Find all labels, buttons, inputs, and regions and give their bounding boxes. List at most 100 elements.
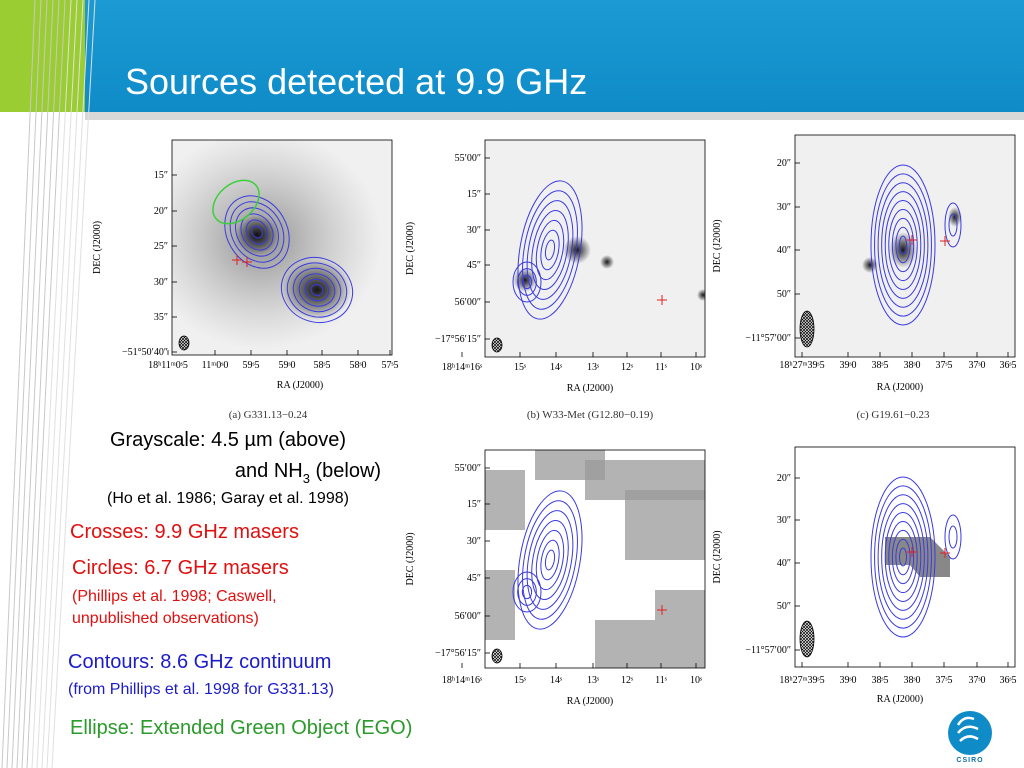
x-tick-label: 38ˢ0 [903, 360, 920, 371]
contour [540, 229, 560, 271]
contour [286, 262, 348, 318]
y-tick-label: 25″ [154, 241, 168, 252]
decor-line [26, 0, 66, 768]
note-circles: Circles: 6.7 GHz masers [72, 557, 289, 579]
beam [491, 337, 503, 353]
y-tick-label: 30″ [777, 515, 791, 526]
x-tick-label: 36ˢ5 [999, 360, 1016, 371]
contour [884, 200, 922, 290]
contour [512, 571, 542, 613]
logo-text: CSIRO [956, 757, 983, 764]
x-tick-label: 37ˢ5 [935, 360, 952, 371]
contour [948, 525, 958, 549]
x-tick-label: 14ˢ [550, 362, 562, 373]
contour [888, 208, 918, 282]
contour [526, 200, 574, 300]
contour [535, 529, 565, 591]
contour [898, 235, 908, 255]
x-tick-label: 58ˢ0 [349, 360, 366, 371]
source [282, 260, 352, 320]
x-tick-label: 38ˢ0 [903, 675, 920, 686]
frame [794, 134, 1016, 358]
maser-cross [940, 236, 950, 246]
panel-image [172, 140, 392, 355]
source [697, 289, 705, 301]
contour [870, 476, 936, 638]
contour [874, 485, 932, 629]
x-axis-label: RA (J2000) [277, 380, 323, 391]
x-tick-label: 11ᵐ0ˢ0 [202, 360, 229, 371]
x-tick-label: 18ʰ14ᵐ16ˢ [442, 675, 482, 686]
y-tick-label: 55′00″ [455, 153, 481, 164]
x-tick-label: 38ˢ5 [871, 675, 888, 686]
logo-mark [956, 716, 979, 742]
contour [251, 225, 263, 239]
y-tick-label: 30″ [777, 202, 791, 213]
x-tick-label: 18ʰ14ᵐ16ˢ [442, 362, 482, 373]
frame [484, 449, 706, 669]
contour [884, 512, 922, 602]
x-tick-label: 10ˢ [690, 675, 702, 686]
contour [944, 514, 962, 560]
contour [517, 268, 537, 296]
y-tick-label: 45″ [467, 573, 481, 584]
y-tick-label: 20″ [154, 206, 168, 217]
panel: 20″ 30″ 40″ 50″ −11°57′00″ 18ʰ27ᵐ39ˢ5 39ˢ0 38ˢ5… [712, 134, 1017, 421]
panel-image [485, 450, 705, 668]
decor-line [51, 0, 96, 768]
contour [944, 202, 962, 248]
panel-image [795, 135, 1015, 357]
contour [245, 219, 269, 245]
beam [799, 310, 815, 348]
contour [235, 207, 279, 257]
notes: Grayscale: 4.5 µm (above) and NH3 (below… [68, 429, 412, 739]
contour [304, 278, 330, 302]
x-tick-label: 58ˢ5 [313, 360, 330, 371]
contour [895, 538, 911, 576]
contour [535, 219, 565, 281]
contour [526, 510, 574, 610]
maser-cross [907, 235, 917, 245]
contour [531, 209, 569, 291]
contour [521, 274, 533, 290]
panel-image [795, 447, 1015, 667]
x-tick-label: 14ˢ [550, 675, 562, 686]
beam [799, 620, 815, 658]
x-tick-label: 10ˢ [690, 362, 702, 373]
y-tick-label: 20″ [777, 158, 791, 169]
contour [229, 201, 285, 263]
y-tick-label: 15″ [154, 170, 168, 181]
note-circles-ref: (Phillips et al. 1998; Caswell, [72, 588, 277, 605]
contour [531, 519, 569, 601]
frame [171, 139, 393, 356]
x-tick-label: 13ˢ [587, 362, 599, 373]
slide-title: Sources detected at 9.9 GHz [125, 61, 587, 102]
x-tick-label: 12ˢ [621, 675, 633, 686]
nh3-patch [485, 470, 525, 530]
contour [891, 217, 915, 273]
maser-cross [907, 547, 917, 557]
x-tick-label: 18ʰ11ᵐ0ˢ5 [148, 360, 188, 371]
decor-line [36, 0, 78, 768]
note-circles-ref: unpublished observations) [72, 610, 259, 627]
image-bg [485, 140, 705, 357]
decor-lines [1, 0, 96, 768]
note-nh3: and NH3 (below) [235, 460, 381, 486]
x-tick-label: 11ˢ [655, 362, 667, 373]
contour [517, 180, 583, 320]
panel-caption: (c) G19.61−0.23 [856, 409, 930, 421]
x-tick-label: 38ˢ5 [871, 360, 888, 371]
panel: 55′00″ 15″ 30″ 45″ 56′00″ −17°56′15″ 18ʰ14ᵐ16ˢ… [405, 139, 706, 421]
nh3-patch [625, 490, 705, 560]
contour [521, 584, 533, 600]
contour [512, 261, 542, 303]
panel: 55′00″ 15″ 30″ 45″ 56′00″ −17°56′15″ 18ʰ14ᵐ16ˢ… [405, 449, 706, 707]
frame [484, 139, 706, 358]
y-axis-label: DEC (J2000) [712, 530, 723, 583]
nh3-sub: 3 [303, 471, 310, 486]
contour [881, 191, 925, 299]
nh3-a: and NH [235, 460, 303, 482]
panel-caption: (b) W33-Met (G12.80−0.19) [527, 409, 654, 421]
header-shadow [85, 112, 1024, 120]
source [235, 215, 279, 255]
